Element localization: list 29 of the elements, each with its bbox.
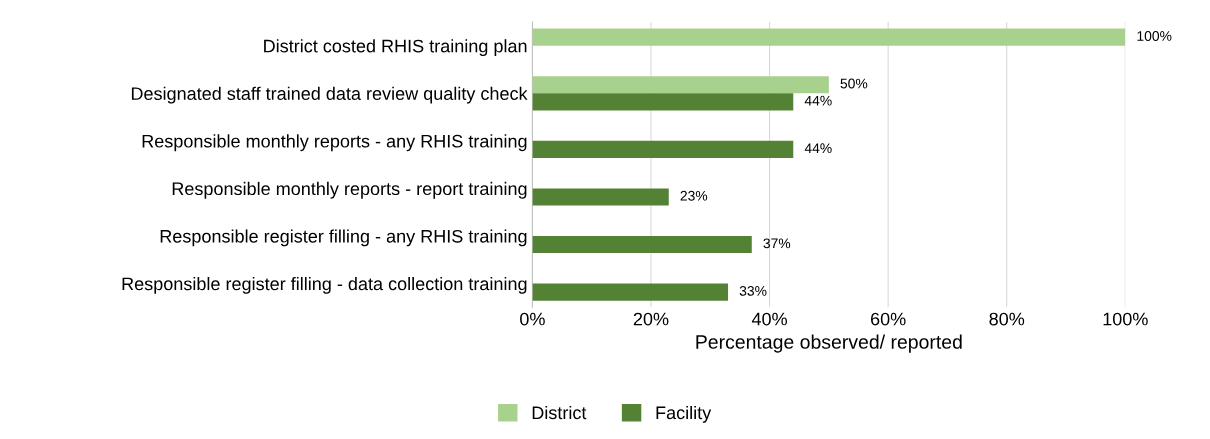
bar (532, 235, 752, 254)
data-label: 100% (1137, 31, 1172, 41)
y-tick-label: Responsible register filling - any RHIS training (160, 229, 527, 247)
data-label: 50% (840, 78, 868, 89)
x-tick-label: 80% (989, 312, 1025, 326)
y-tick-label: Designated staff trained data review quality check (131, 86, 528, 104)
y-tick-label: Responsible monthly reports - report training (172, 181, 527, 199)
y-tick-label: District costed RHIS training plan (264, 39, 527, 57)
data-label: 44% (804, 143, 832, 154)
bar (532, 188, 669, 206)
data-label: 23% (680, 190, 708, 201)
legend-label: Facility (656, 405, 712, 423)
x-tick-label: 0% (520, 312, 545, 326)
x-tick-label: 60% (870, 312, 906, 326)
data-label: 37% (763, 238, 791, 249)
bar (532, 93, 794, 111)
x-tick-label: 40% (751, 312, 787, 326)
bar (532, 76, 829, 94)
bar (532, 28, 1126, 46)
bar (532, 283, 729, 301)
bar (532, 140, 794, 158)
x-tick-label: 20% (633, 312, 669, 326)
x-tick-label: 100% (1103, 312, 1148, 326)
x-axis-title: Percentage observed/ reported (696, 334, 962, 353)
data-label: 44% (804, 95, 832, 106)
y-tick-label: Responsible register filling - data collection training (122, 276, 527, 294)
y-tick-label: Responsible monthly reports - any RHIS training (142, 134, 527, 152)
data-label: 33% (739, 285, 767, 296)
legend-label: District (532, 405, 587, 420)
